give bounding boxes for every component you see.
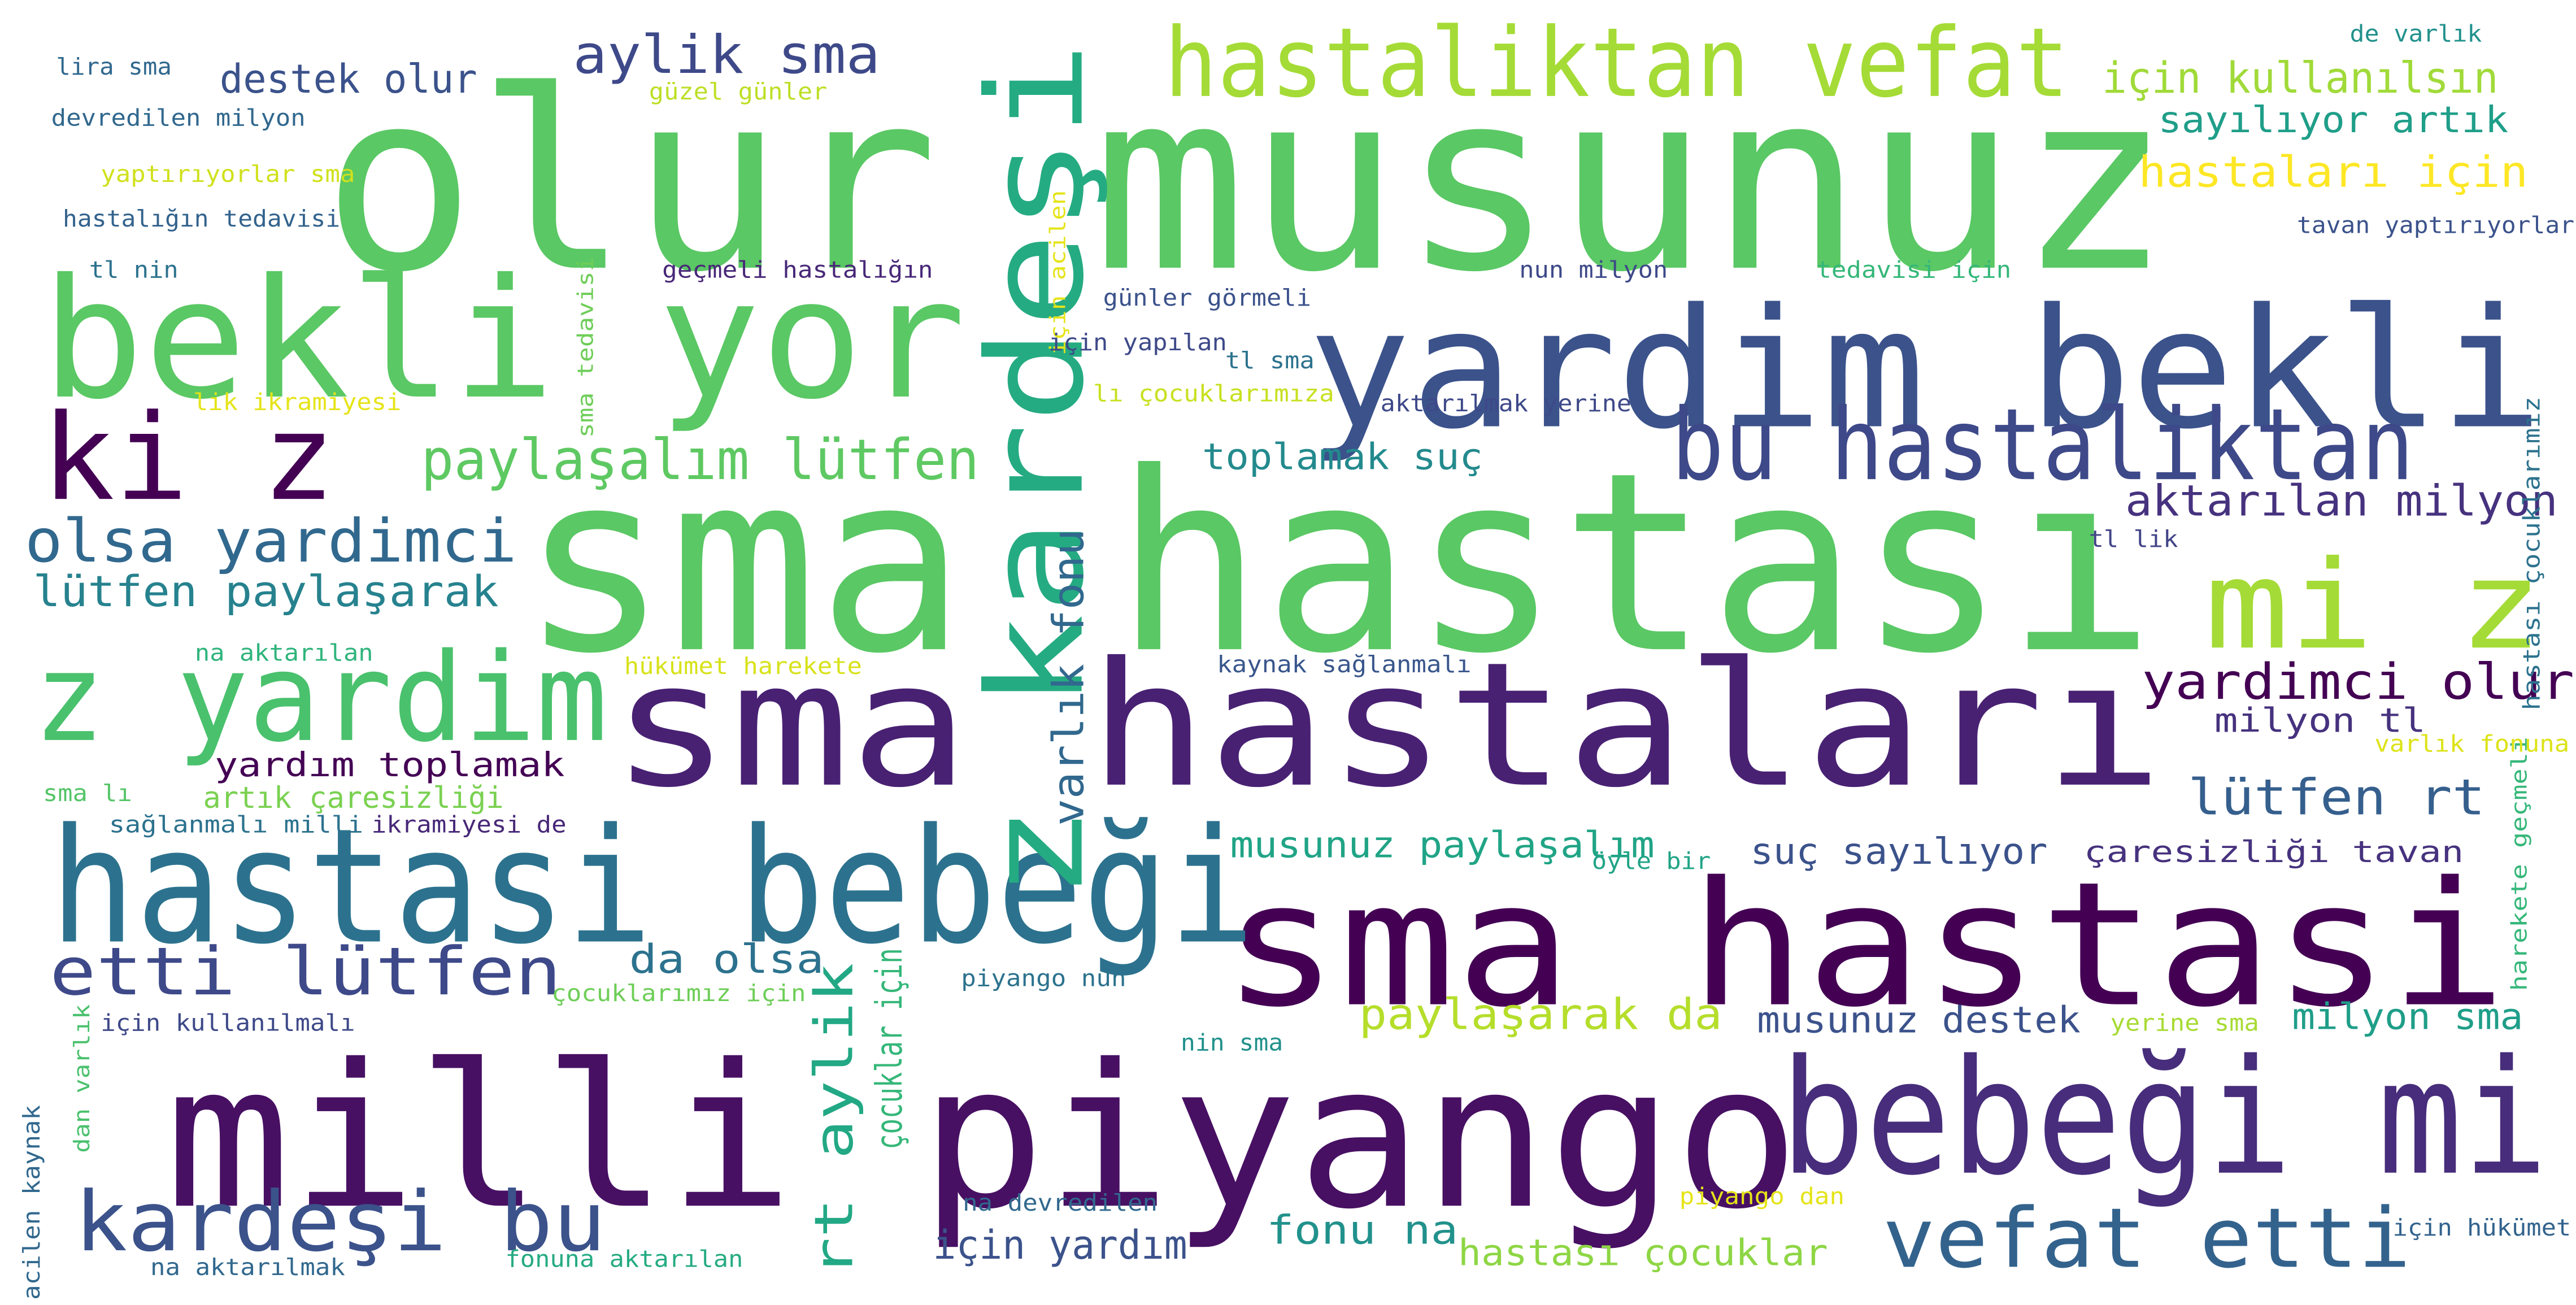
word-dan-varlik: dan varlık (69, 1004, 94, 1152)
word-nun-milyon: nun milyon (1519, 256, 1668, 283)
word-bekli-yor: bekli yor (41, 243, 966, 436)
word-icin-yardim: için yardım (933, 1222, 1187, 1268)
word-milli-piyango: milli piyango (165, 1021, 1800, 1252)
word-musunuz-paylasalim: musunuz paylaşalım (1230, 824, 1655, 866)
word-hastalari-icin: hastaları için (2138, 147, 2528, 197)
word-sma-li: sma lı (43, 780, 132, 807)
word-yardim-bekli: yardim bekli (1308, 273, 2543, 466)
word-guzel-gunler: güzel günler (649, 78, 828, 105)
word-hukumet-harekete: hükümet harekete (624, 652, 862, 680)
word-yaptiriyorlar-sma: yaptırıyorlar sma (101, 160, 355, 188)
word-gecmeli-hastaligin: geçmeli hastalığın (662, 256, 933, 283)
word-da-olsa: da olsa (629, 936, 824, 982)
word-icin-kullanilsin: için kullanılsın (2102, 53, 2499, 103)
word-sma-hastasi: sma hastası (520, 420, 2155, 708)
word-tedavisi-icin: tedavisi için (1816, 256, 2011, 283)
word-lutfen-rt: lütfen rt (2188, 768, 2485, 826)
word-toplamak-suc: toplamak suç (1202, 436, 1483, 478)
word-hastasi-cocuklarimiz: hastası çocuklarımız (2518, 397, 2545, 710)
word-aktarilan-milyon: aktarılan milyon (2125, 475, 2558, 525)
word-gunler-gormeli: günler görmeli (1103, 284, 1311, 311)
word-kardesi-bu: kardeşi bu (75, 1174, 606, 1270)
word-harekete-gecmeli: harekete geçmeli (2507, 737, 2531, 991)
word-saglanmali-milli: sağlanmalı milli (109, 811, 363, 838)
word-milyon-sma: milyon sma (2292, 995, 2523, 1038)
word-cocuklar-icin: çocuklar için (868, 948, 911, 1150)
word-bebegi-mi: bebeği mi (1780, 1026, 2548, 1211)
word-hastaligin-tedavisi: hastalığın tedavisi (63, 205, 340, 232)
word-paylasarak-da: paylaşarak da (1359, 989, 1722, 1039)
word-fonu-na: fonu na (1267, 1207, 1458, 1253)
word-tl-sma: tl sma (1225, 347, 1315, 374)
word-varlik-fonuna: varlık fonuna (2374, 730, 2569, 757)
word-piyango-dan: piyango dan (1679, 1182, 1844, 1210)
word-aktarilmak-yerine: aktarılmak yerine (1381, 390, 1631, 417)
word-vefat-etti: vefat etti (1882, 1190, 2410, 1286)
word-nin-sma: nin sma (1181, 1029, 1283, 1056)
word-varlik-fonu: varlık fonu (1043, 529, 1094, 826)
word-acilen-kaynak: acilen kaynak (18, 1105, 45, 1300)
word-paylasalim-lutfen: paylaşalım lütfen (421, 428, 979, 493)
word-sma-tedavisi: sma tedavisi (573, 256, 598, 438)
word-ikramiyesi-de: ikramiyesi de (372, 811, 567, 838)
word-artik-caresizligi: artık çaresizliği (203, 781, 504, 815)
word-icin-acilen: için acilen (1045, 190, 1070, 355)
word-hastaliktan-vefat: hastaliktan vefat (1164, 7, 2069, 119)
word-lira-sma: lira sma (56, 53, 172, 80)
word-yardimci-olur: yardimci olur (2142, 653, 2574, 711)
word-sma-hastasi: sma hastasi (1222, 845, 2507, 1045)
word-milyon-tl: milyon tl (2214, 701, 2426, 740)
word-icin-yapilan: için yapılan (1048, 329, 1227, 356)
word-de-varlik: de varlık (2350, 20, 2482, 47)
word-lik-ikramiyesi: lik ikramiyesi (193, 388, 401, 415)
word-etti-lutfen: etti lütfen (50, 933, 562, 1010)
word-olsa-yardimci: olsa yardimci (25, 506, 517, 576)
word-cocuklarimiz-icin: çocuklarımız için (551, 980, 806, 1007)
word-suc-sayiliyor: suç sayılıyor (1750, 830, 2047, 873)
word-musunuz-destek: musunuz destek (1757, 999, 2081, 1041)
word-hastasi-cocuklar: hastası çocuklar (1458, 1232, 1828, 1274)
word-kaynak-saglanmali: kaynak sağlanmalı (1217, 651, 1471, 678)
word-yerine-sma: yerine sma (2111, 1009, 2259, 1036)
word-hastasi-bebegi: hastasi bebeği (50, 795, 1255, 980)
word-piyango-nun: piyango nun (961, 964, 1126, 991)
word-icin-kullanilmali: için kullanılmalı (101, 1009, 355, 1036)
word-z-yardim: z yardim (33, 627, 607, 769)
word-fonuna-aktarilan: fonuna aktarılan (505, 1245, 743, 1272)
word-destek-olur: destek olur (220, 56, 477, 102)
word-devredilen-milyon: devredilen milyon (51, 105, 306, 132)
word-yardim-toplamak: yardım toplamak (215, 746, 565, 784)
word-sayiliyor-artik: sayılıyor artık (2158, 99, 2508, 141)
word-z-kardesi: z kardeşi (960, 41, 1113, 900)
word-mi-z: mi z (2204, 534, 2543, 677)
word-li-cocuklarimiza: lı çocuklarımıza (1093, 380, 1334, 407)
word-na-aktarilmak: na aktarılmak (150, 1254, 345, 1281)
word-tl-lik: tl lik (2089, 525, 2178, 553)
word-ki-z: ki z (41, 389, 335, 527)
word-tavan-yaptiriyorlar: tavan yaptırıyorlar (2297, 212, 2574, 239)
word-sma-hastalari: sma hastaları (611, 625, 2164, 825)
word-icin-hukumet: için hükümet (2393, 1214, 2571, 1241)
word-rt-aylik: rt aylik (803, 963, 865, 1277)
word-bu-hastaliktan: bu hastaliktan (1671, 388, 2414, 503)
word-na-aktarilan: na aktarılan (195, 640, 373, 667)
word-tl-nin: tl nin (89, 256, 179, 283)
word-aylik-sma: aylik sma (573, 24, 880, 86)
word-olur-musunuz: olur musunuz (322, 38, 2172, 327)
word-na-devredilen: na devredilen (963, 1189, 1158, 1216)
word-caresizligi-tavan: çaresizliği tavan (2084, 835, 2464, 869)
word-lutfen-paylasarak: lütfen paylaşarak (33, 566, 498, 616)
word-oyle-bir: öyle bir (1592, 847, 1711, 875)
